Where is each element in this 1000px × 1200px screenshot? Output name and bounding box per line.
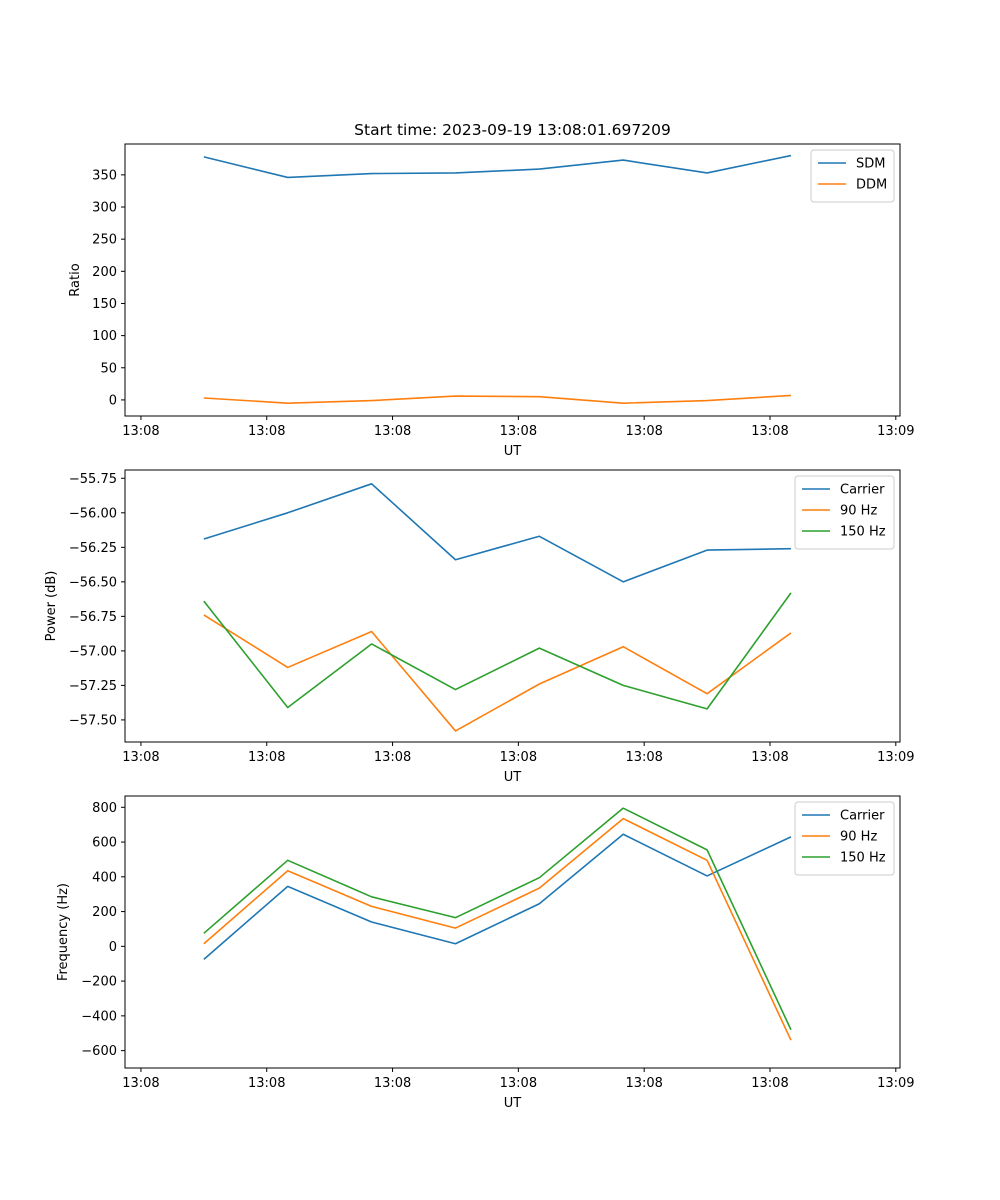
panel3-series-line-150-hz bbox=[203, 807, 792, 1031]
panel3-y-tick-label: 800 bbox=[92, 801, 117, 816]
panel1-y-tick-label: 0 bbox=[109, 393, 117, 408]
panel3-x-tick-label: 13:08 bbox=[751, 1076, 788, 1091]
panel1-axes-frame bbox=[124, 143, 901, 417]
panel1-y-tick-label: 100 bbox=[92, 329, 117, 344]
panel1-legend-label: SDM bbox=[856, 157, 885, 172]
panel3-y-tick-label: 0 bbox=[109, 940, 117, 955]
panel2-x-tick-label: 13:08 bbox=[248, 750, 285, 765]
panel2-series-line-90-hz bbox=[203, 614, 792, 732]
panel2-y-tick-label: −56.00 bbox=[69, 506, 117, 521]
panel2-y-axis-label: Power (dB) bbox=[44, 571, 59, 642]
panel3-x-tick-label: 13:08 bbox=[374, 1076, 411, 1091]
panel3-series-line-carrier bbox=[203, 833, 792, 960]
panel3-series-line-90-hz bbox=[203, 817, 792, 1041]
panel2-x-tick-label: 13:08 bbox=[122, 750, 159, 765]
panel2-legend-label: 90 Hz bbox=[840, 504, 877, 519]
panel3-y-axis-label: Frequency (Hz) bbox=[56, 883, 71, 981]
panel2-legend-label: Carrier bbox=[840, 483, 885, 498]
panel2-x-tick-label: 13:08 bbox=[751, 750, 788, 765]
panel3-legend-label: 150 Hz bbox=[840, 851, 886, 866]
panel3-y-tick-label: 200 bbox=[92, 905, 117, 920]
panel2-y-tick-label: −57.50 bbox=[69, 713, 117, 728]
panel3-legend-label: Carrier bbox=[840, 809, 885, 824]
panel3-y-tick-label: 600 bbox=[92, 836, 117, 851]
panel1-x-tick-label: 13:08 bbox=[625, 424, 662, 439]
panel3-legend-label: 90 Hz bbox=[840, 830, 877, 845]
panel2-x-tick-label: 13:08 bbox=[625, 750, 662, 765]
panel1-y-tick-label: 150 bbox=[92, 297, 117, 312]
panel1-x-axis-label: UT bbox=[504, 444, 522, 459]
panel1-y-tick-label: 200 bbox=[92, 265, 117, 280]
panel2-y-tick-label: −55.75 bbox=[69, 472, 117, 487]
panel1-y-tick-label: 300 bbox=[92, 201, 117, 216]
panel2-x-tick-label: 13:08 bbox=[374, 750, 411, 765]
panel2-x-tick-label: 13:09 bbox=[877, 750, 914, 765]
panel2-y-tick-label: −56.50 bbox=[69, 575, 117, 590]
panel3-y-tick-label: −200 bbox=[81, 975, 117, 990]
panel2-legend-label: 150 Hz bbox=[840, 525, 886, 540]
panel1-series-line-ddm bbox=[203, 394, 792, 404]
panel3-x-axis-label: UT bbox=[504, 1096, 522, 1111]
panel3-axes-frame bbox=[124, 795, 901, 1069]
panel1-y-tick-label: 50 bbox=[100, 361, 117, 376]
panel3-y-tick-label: 400 bbox=[92, 870, 117, 885]
panel1-series-line-sdm bbox=[203, 154, 792, 179]
panel3-y-tick-label: −400 bbox=[81, 1009, 117, 1024]
panel1-y-tick-label: 250 bbox=[92, 233, 117, 248]
panel1-legend-label: DDM bbox=[856, 178, 887, 193]
panel1-x-tick-label: 13:08 bbox=[751, 424, 788, 439]
panel3-x-tick-label: 13:08 bbox=[500, 1076, 537, 1091]
panel2-y-tick-label: −56.75 bbox=[69, 610, 117, 625]
panel1-x-tick-label: 13:09 bbox=[877, 424, 914, 439]
panel1-y-axis-label: Ratio bbox=[68, 263, 83, 296]
panel1-y-tick-label: 350 bbox=[92, 168, 117, 183]
panel3-x-tick-label: 13:09 bbox=[877, 1076, 914, 1091]
panel2-x-tick-label: 13:08 bbox=[500, 750, 537, 765]
panel1-x-tick-label: 13:08 bbox=[374, 424, 411, 439]
panel3-x-tick-label: 13:08 bbox=[625, 1076, 662, 1091]
panel2-series-line-carrier bbox=[203, 483, 791, 583]
panel2-y-tick-label: −57.00 bbox=[69, 644, 117, 659]
panel2-y-tick-label: −57.25 bbox=[69, 679, 117, 694]
panel2-y-tick-label: −56.25 bbox=[69, 541, 117, 556]
panel2-series-line-150-hz bbox=[203, 592, 792, 710]
chart-title: Start time: 2023-09-19 13:08:01.697209 bbox=[354, 121, 671, 139]
panel2-x-axis-label: UT bbox=[504, 770, 522, 785]
panel3-x-tick-label: 13:08 bbox=[122, 1076, 159, 1091]
panel1-x-tick-label: 13:08 bbox=[122, 424, 159, 439]
panel3-x-tick-label: 13:08 bbox=[248, 1076, 285, 1091]
panel3-y-tick-label: −600 bbox=[81, 1044, 117, 1059]
panel1-x-tick-label: 13:08 bbox=[248, 424, 285, 439]
panel1-x-tick-label: 13:08 bbox=[500, 424, 537, 439]
panel2-axes-frame bbox=[124, 469, 901, 743]
